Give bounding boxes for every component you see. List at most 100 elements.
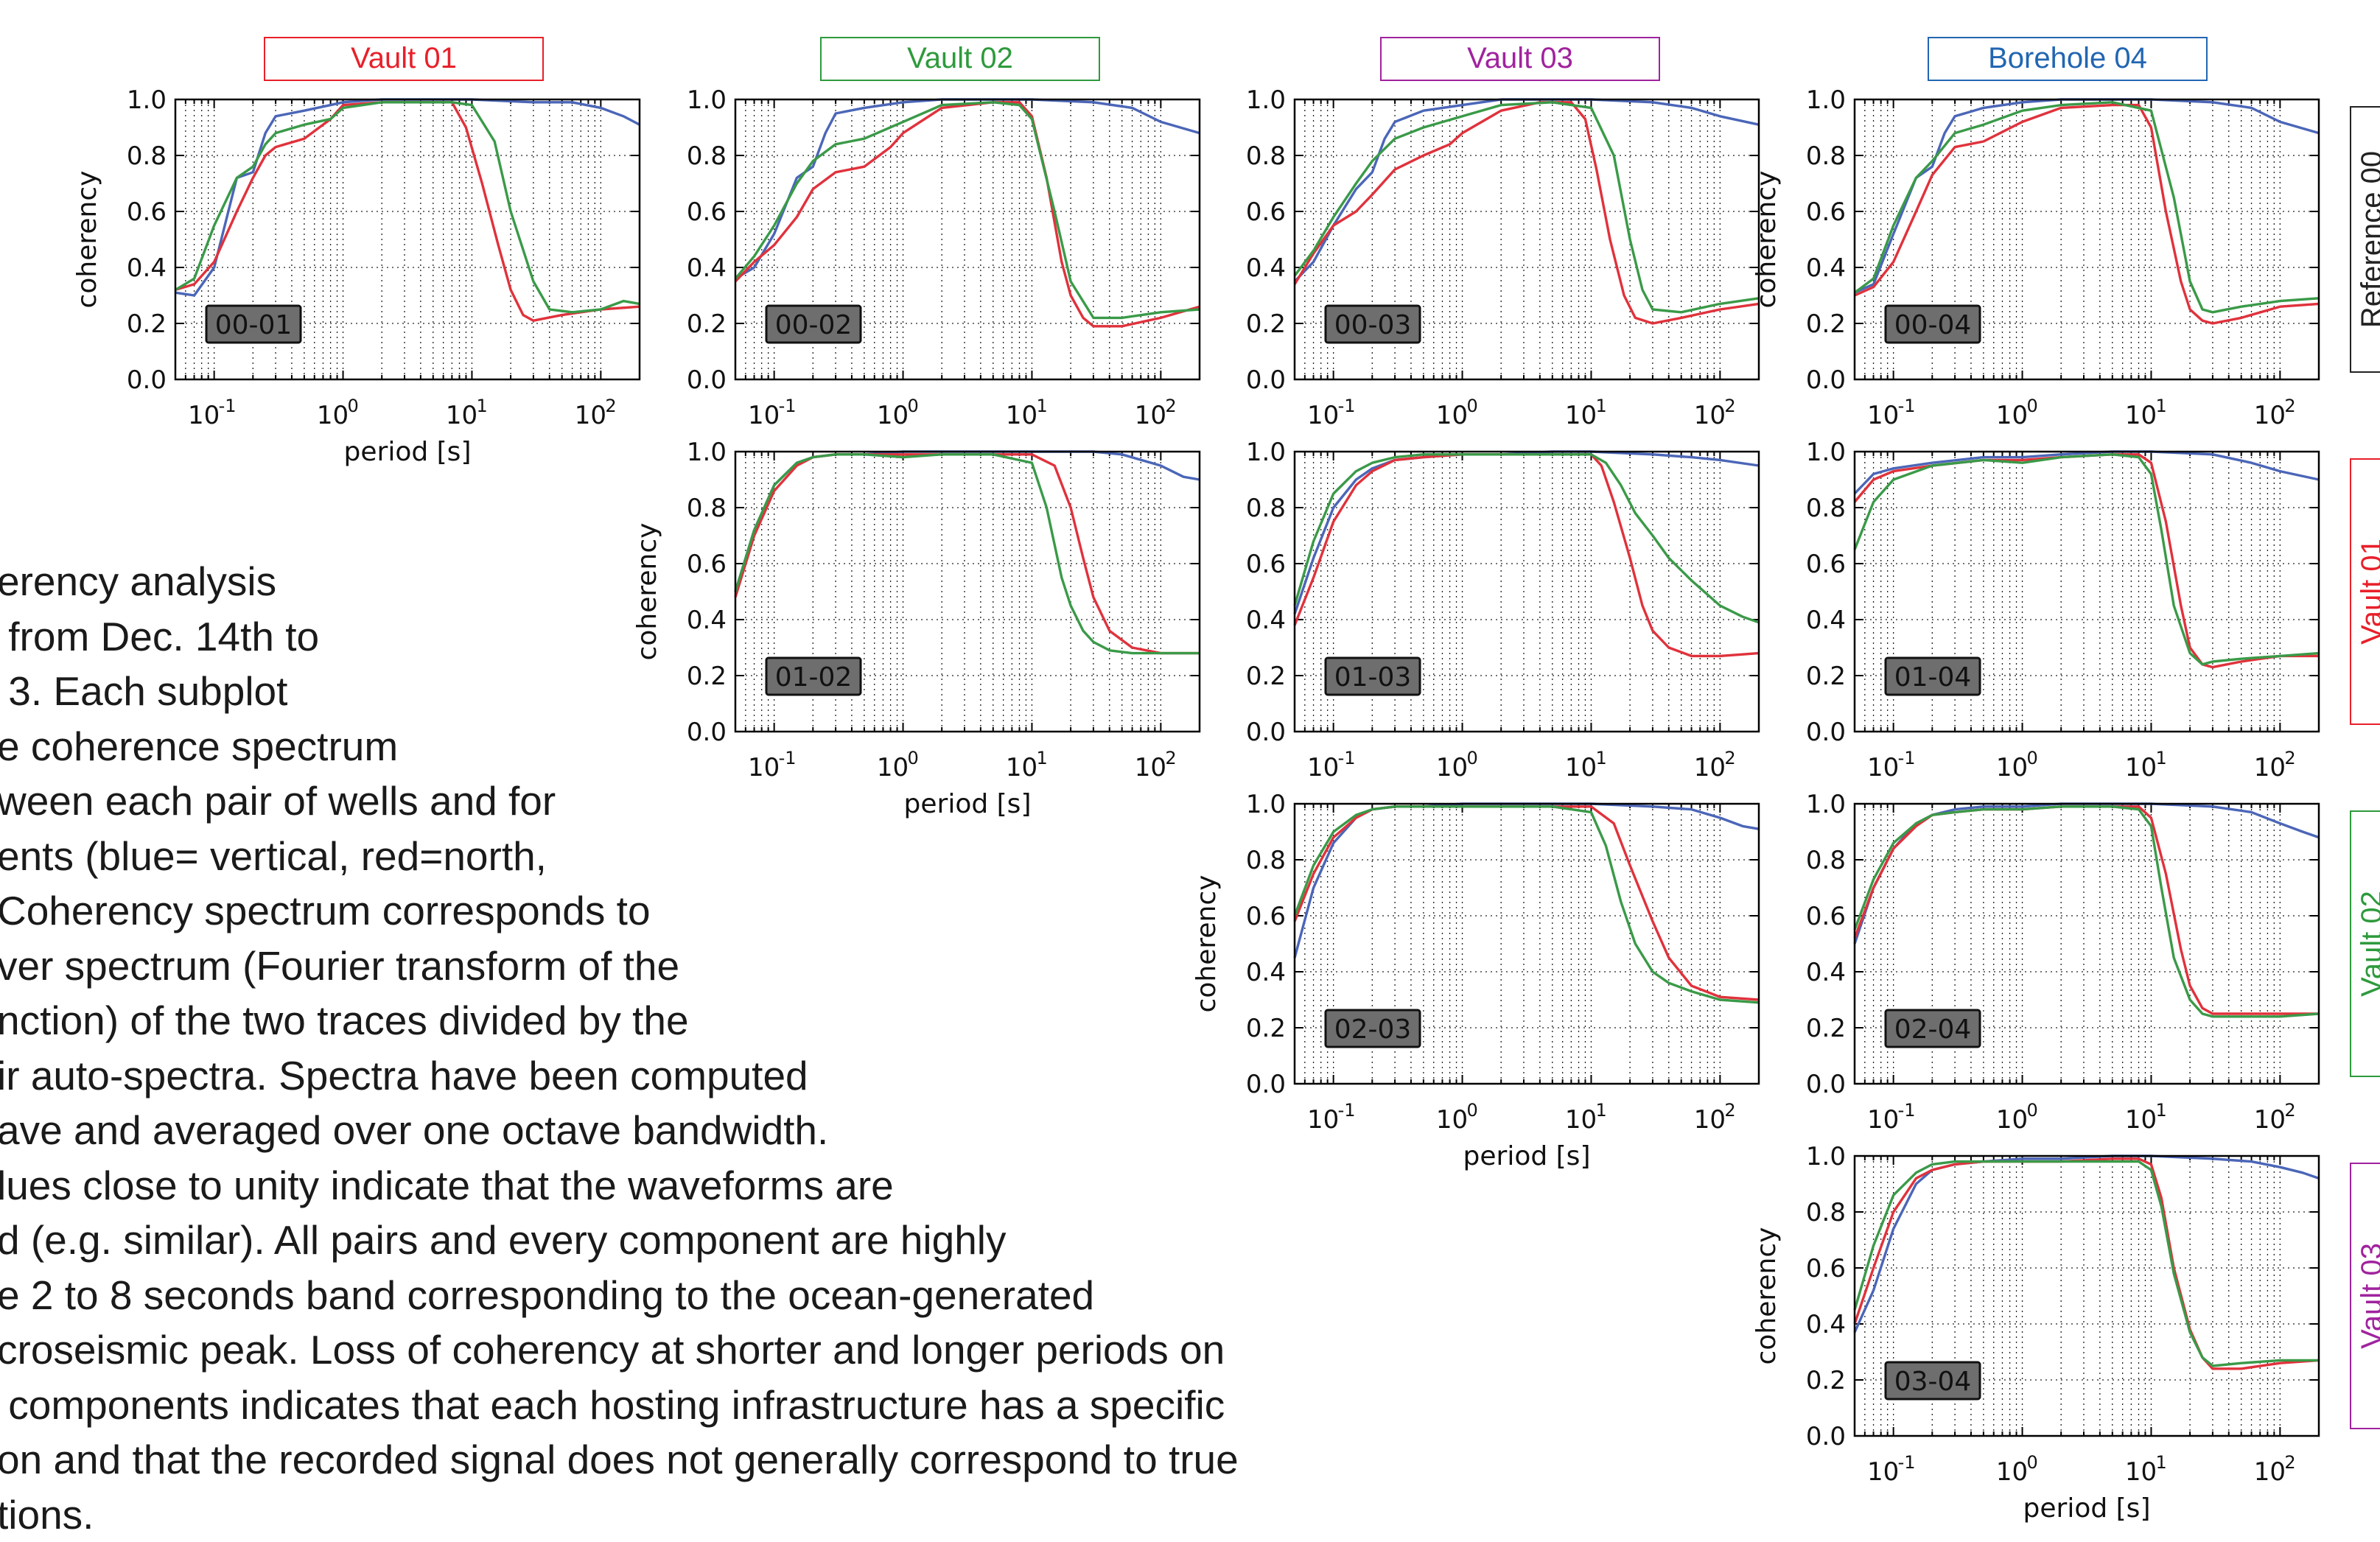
y-tick-label: 0.2 xyxy=(1806,662,1846,691)
pair-tag: 00-01 xyxy=(206,306,301,343)
x-tick-exponent: 2 xyxy=(2284,1452,2295,1473)
y-tick-label: 1.0 xyxy=(687,85,727,115)
y-tick-label: 1.0 xyxy=(687,438,727,467)
column-header-label: Vault 02 xyxy=(907,42,1013,74)
y-tick-label: 0.0 xyxy=(687,365,727,395)
y-tick-label: 0.2 xyxy=(1806,309,1846,339)
x-tick-exponent: 1 xyxy=(2155,748,2166,768)
caption-line: e coherence spectrum xyxy=(0,719,1463,774)
y-tick-label: 1.0 xyxy=(127,85,167,115)
y-tick-label: 0.6 xyxy=(1246,197,1286,227)
y-tick-label: 0.2 xyxy=(1806,1366,1846,1395)
y-tick-label: 0.2 xyxy=(1246,309,1286,339)
x-tick-exponent: 2 xyxy=(1724,748,1735,768)
y-tick-label: 0.8 xyxy=(1806,846,1846,875)
caption-line: e 2 to 8 seconds band corresponding to t… xyxy=(0,1268,1463,1323)
x-tick-label: 10 xyxy=(877,401,909,430)
y-tick-label: 0.6 xyxy=(687,197,727,227)
x-tick-label: 10 xyxy=(1436,401,1468,430)
x-tick-exponent: 2 xyxy=(1724,396,1735,416)
y-tick-label: 1.0 xyxy=(1806,85,1846,115)
x-tick-label: 10 xyxy=(1694,1105,1726,1135)
column-header: Borehole 04 xyxy=(1928,38,2207,80)
y-tick-label: 0.4 xyxy=(1806,253,1846,283)
x-tick-label: 10 xyxy=(1867,1105,1899,1135)
pair-tag-label: 03-04 xyxy=(1894,1367,1972,1397)
pair-tag-label: 00-04 xyxy=(1894,310,1972,340)
x-tick-exponent: 0 xyxy=(348,396,359,416)
y-tick-label: 0.0 xyxy=(1806,1070,1846,1099)
caption-text: erency analysis from Dec. 14th to 3. Eac… xyxy=(0,554,1463,1542)
x-tick-label: 10 xyxy=(317,401,349,430)
x-tick-exponent: -1 xyxy=(779,396,797,416)
y-axis-label: coherency xyxy=(1751,1227,1782,1365)
x-tick-exponent: 1 xyxy=(1036,396,1047,416)
x-tick-label: 10 xyxy=(1006,401,1037,430)
y-tick-label: 0.4 xyxy=(1806,606,1846,635)
caption-line: ver spectrum (Fourier transform of the xyxy=(0,939,1463,994)
x-tick-label: 10 xyxy=(1996,1457,2028,1487)
caption-line: croseismic peak. Loss of coherency at sh… xyxy=(0,1322,1463,1378)
x-tick-label: 10 xyxy=(188,401,220,430)
row-header: Vault 01 xyxy=(2351,459,2380,724)
y-tick-label: 1.0 xyxy=(1806,438,1846,467)
x-tick-exponent: 0 xyxy=(2027,748,2038,768)
caption-line: nction) of the two traces divided by the xyxy=(0,993,1463,1048)
pair-tag: 03-04 xyxy=(1886,1362,1980,1399)
y-tick-label: 0.4 xyxy=(1806,958,1846,987)
y-tick-label: 1.0 xyxy=(1806,790,1846,819)
y-tick-label: 0.8 xyxy=(1246,494,1286,523)
x-tick-label: 10 xyxy=(1996,401,2028,430)
column-header-label: Vault 01 xyxy=(351,42,457,74)
x-tick-label: 10 xyxy=(2125,1457,2157,1487)
x-tick-label: 10 xyxy=(1135,401,1166,430)
x-tick-label: 10 xyxy=(2125,1105,2157,1135)
pair-tag-label: 00-01 xyxy=(215,310,293,340)
x-tick-exponent: 0 xyxy=(1467,748,1478,768)
caption-line: Coherency spectrum corresponds to xyxy=(0,883,1463,939)
x-tick-label: 10 xyxy=(2254,1105,2286,1135)
x-tick-label: 10 xyxy=(1867,753,1899,782)
x-axis-label: period [s] xyxy=(1463,1141,1591,1171)
y-tick-label: 0.0 xyxy=(1806,718,1846,747)
caption-line: tions. xyxy=(0,1487,1463,1542)
x-tick-label: 10 xyxy=(1996,1105,2028,1135)
column-header: Vault 03 xyxy=(1381,38,1659,80)
x-tick-exponent: 2 xyxy=(1724,1100,1735,1121)
x-tick-exponent: 2 xyxy=(2284,1100,2295,1121)
x-tick-exponent: 0 xyxy=(2027,1100,2038,1121)
y-tick-label: 0.4 xyxy=(1246,253,1286,283)
x-tick-exponent: -1 xyxy=(1898,748,1916,768)
x-tick-exponent: -1 xyxy=(1898,1100,1916,1121)
y-tick-label: 0.6 xyxy=(1806,197,1846,227)
column-header: Vault 02 xyxy=(821,38,1099,80)
y-tick-label: 1.0 xyxy=(1806,1142,1846,1171)
y-tick-label: 0.0 xyxy=(1806,365,1846,395)
x-tick-exponent: 0 xyxy=(908,396,919,416)
x-tick-label: 10 xyxy=(1307,401,1339,430)
caption-line: ave and averaged over one octave bandwid… xyxy=(0,1103,1463,1158)
x-tick-exponent: 0 xyxy=(1467,396,1478,416)
y-tick-label: 0.4 xyxy=(127,253,167,283)
row-header: Vault 03 xyxy=(2351,1163,2380,1429)
y-tick-label: 1.0 xyxy=(1246,85,1286,115)
y-tick-label: 0.8 xyxy=(1806,494,1846,523)
column-header-label: Borehole 04 xyxy=(1988,42,2147,74)
x-tick-exponent: -1 xyxy=(1898,1452,1916,1473)
x-tick-label: 10 xyxy=(1867,401,1899,430)
column-header-label: Vault 03 xyxy=(1467,42,1573,74)
y-tick-label: 0.8 xyxy=(1806,141,1846,171)
x-tick-label: 10 xyxy=(748,401,780,430)
x-tick-label: 10 xyxy=(1867,1457,1899,1487)
row-header-label: Vault 03 xyxy=(2356,1243,2380,1349)
y-tick-label: 0.4 xyxy=(687,253,727,283)
y-tick-label: 0.6 xyxy=(127,197,167,227)
y-tick-label: 0.8 xyxy=(1806,1198,1846,1227)
